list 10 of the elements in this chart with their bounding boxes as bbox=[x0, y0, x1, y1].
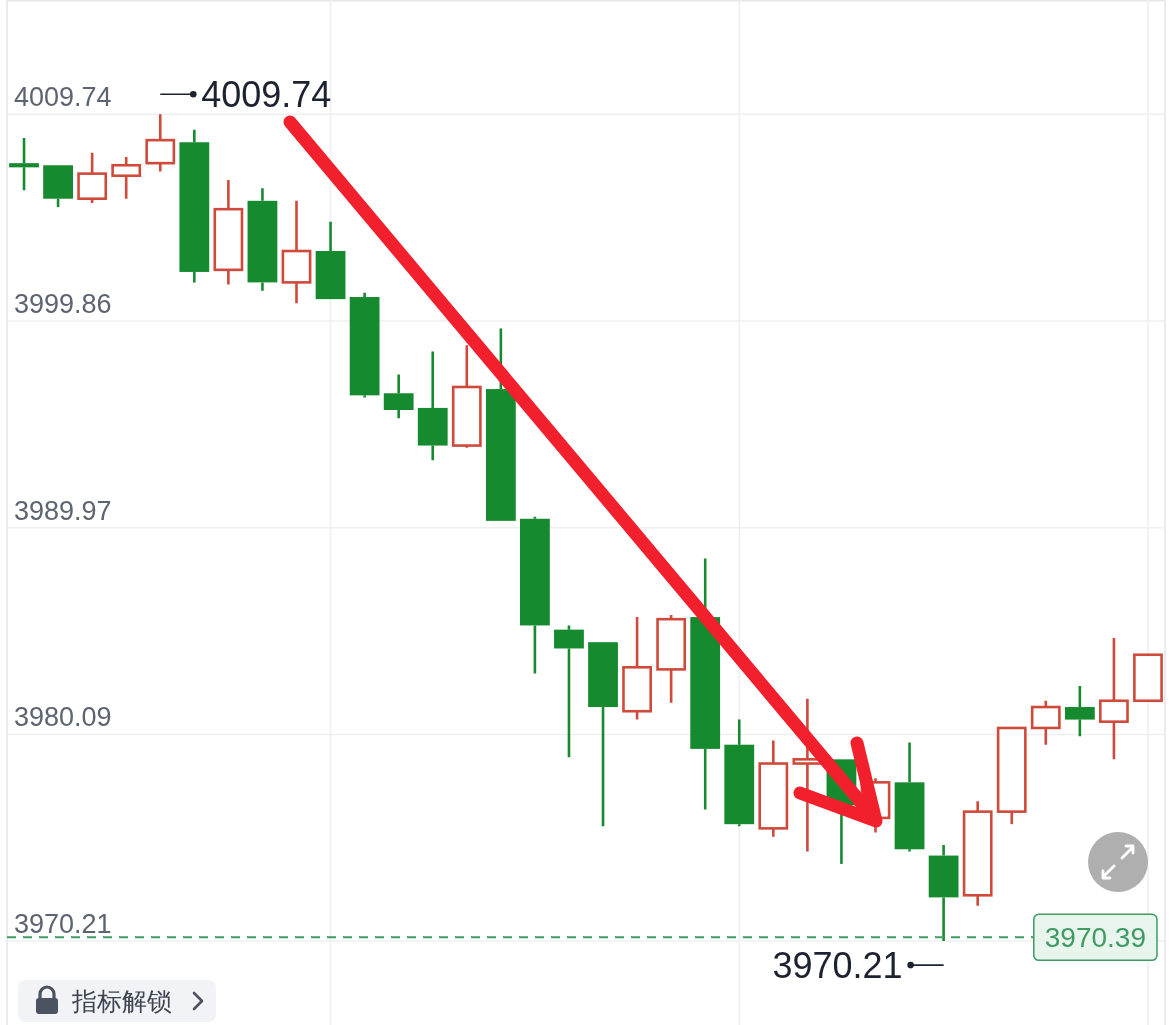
y-tick-label: 3980.09 bbox=[14, 702, 112, 733]
annotation: 3970.21 bbox=[772, 945, 903, 987]
annotation: 4009.74 bbox=[201, 74, 332, 116]
y-tick-label: 3970.21 bbox=[14, 909, 112, 940]
button: 指标解锁 bbox=[18, 980, 216, 1022]
ref-line-label: 3970.39 bbox=[1044, 922, 1146, 954]
y-tick-label: 4009.74 bbox=[14, 82, 112, 113]
y-tick-label: 3989.97 bbox=[14, 495, 112, 526]
y-tick-label: 3999.86 bbox=[14, 288, 112, 319]
annotation: 指标解锁 bbox=[71, 987, 172, 1015]
